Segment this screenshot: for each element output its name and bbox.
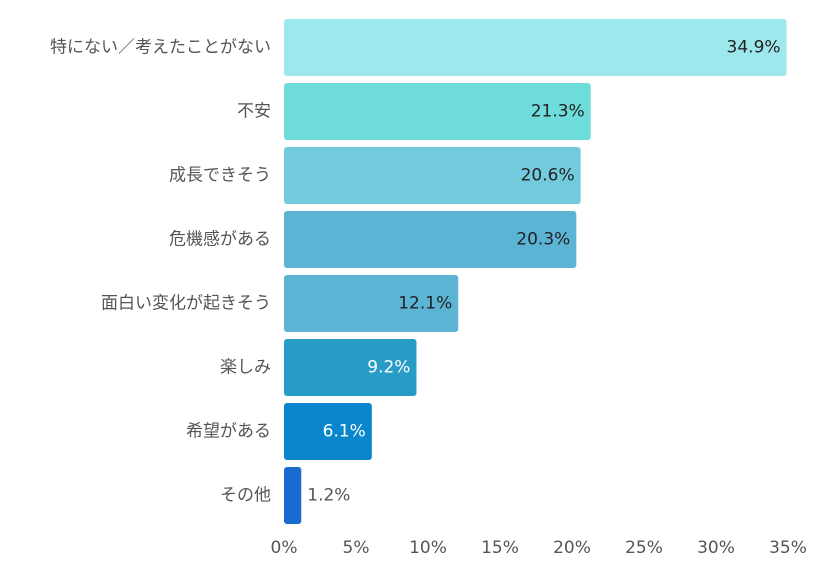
bar-3	[284, 147, 581, 204]
category-label-8: その他	[220, 486, 271, 506]
bar-value-label-6: 9.2%	[367, 358, 410, 378]
category-label-5: 面白い変化が起きそう	[101, 294, 271, 314]
category-label-4: 危機感がある	[169, 230, 271, 250]
bar-value-label-8: 1.2%	[307, 486, 350, 506]
x-tick-label-6: 25%	[625, 538, 663, 558]
bar-7	[284, 403, 372, 460]
category-label-3: 成長できそう	[169, 166, 271, 186]
bar-8	[284, 467, 302, 524]
category-labels-layer: 特にない／考えたことがない不安成長できそう危機感がある面白い変化が起きそう楽しみ…	[50, 38, 271, 506]
bar-6	[284, 339, 417, 396]
category-label-2: 不安	[237, 102, 271, 122]
bars-layer	[284, 19, 787, 524]
category-label-1: 特にない／考えたことがない	[50, 38, 271, 58]
bar-value-label-4: 20.3%	[516, 230, 570, 250]
bar-value-label-7: 6.1%	[323, 422, 366, 442]
bar-1	[284, 19, 787, 76]
x-tick-label-5: 20%	[553, 538, 591, 558]
bar-value-label-5: 12.1%	[398, 294, 452, 314]
bar-5	[284, 275, 459, 332]
x-tick-label-1: 0%	[271, 538, 298, 558]
x-tick-label-8: 35%	[769, 538, 807, 558]
x-tick-label-3: 10%	[409, 538, 447, 558]
bar-value-label-2: 21.3%	[531, 102, 585, 122]
bar-value-label-3: 20.6%	[521, 166, 575, 186]
category-label-7: 希望がある	[186, 422, 271, 442]
x-tick-label-7: 30%	[697, 538, 735, 558]
bar-2	[284, 83, 591, 140]
x-tick-label-2: 5%	[343, 538, 370, 558]
category-label-6: 楽しみ	[220, 358, 271, 378]
value-labels-layer: 34.9% 21.3% 20.6% 20.3% 12.1% 9.2% 6.1% 1.2%	[307, 38, 780, 506]
x-tick-label-4: 15%	[481, 538, 519, 558]
bar-value-label-1: 34.9%	[727, 38, 781, 58]
x-axis-ticks: 0% 5% 10% 15% 20% 25% 30% 35%	[271, 538, 807, 558]
bar-4	[284, 211, 577, 268]
